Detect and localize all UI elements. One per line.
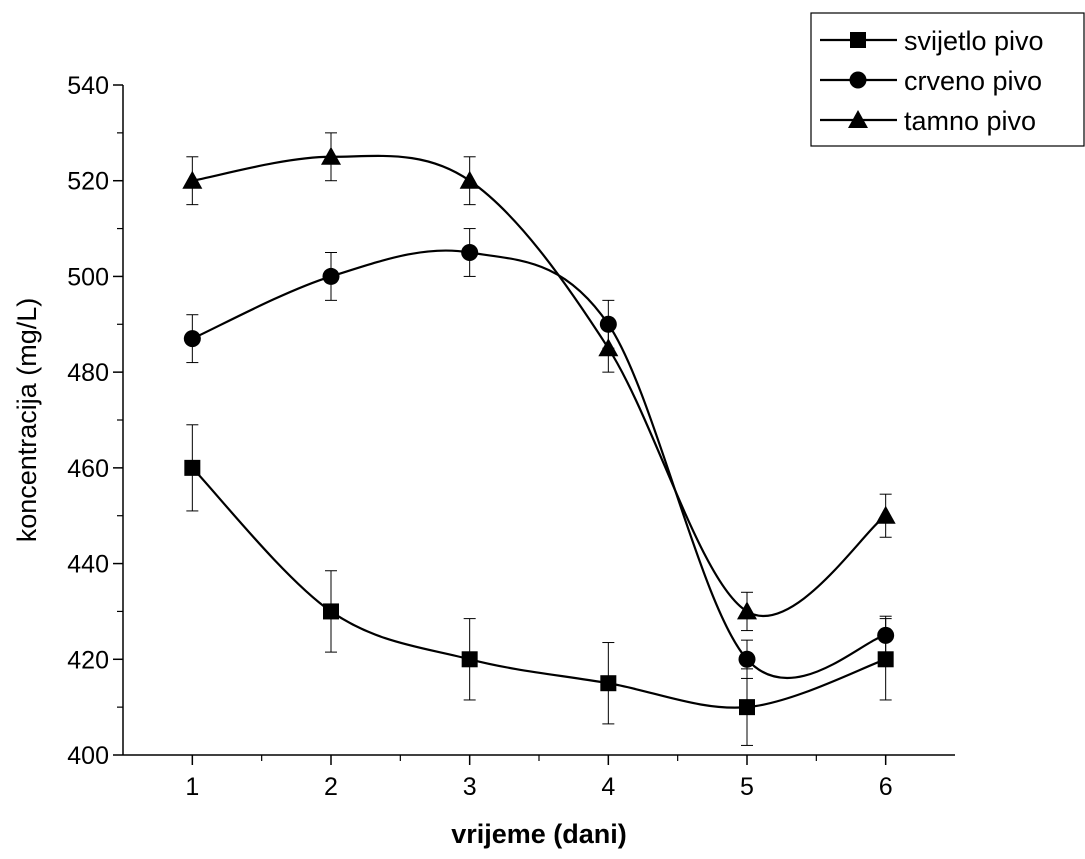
legend-marker xyxy=(850,32,866,48)
x-tick-label: 2 xyxy=(324,773,338,801)
data-point xyxy=(877,626,895,644)
data-point xyxy=(323,603,339,620)
series-line xyxy=(191,467,887,709)
series-layer xyxy=(182,132,896,746)
data-point xyxy=(598,338,619,357)
series-1 xyxy=(183,228,895,680)
x-tick-label: 1 xyxy=(185,773,199,801)
x-axis-title: vrijeme (dani) xyxy=(451,819,627,849)
y-tick-label: 480 xyxy=(67,359,109,387)
y-axis-title: koncentracija (mg/L) xyxy=(12,298,42,543)
y-tick-label: 460 xyxy=(67,455,109,483)
data-point xyxy=(182,170,203,189)
x-tick-label: 5 xyxy=(740,773,754,801)
x-tick-label: 4 xyxy=(601,773,615,801)
data-point xyxy=(875,505,896,524)
x-tick-label: 6 xyxy=(879,773,893,801)
y-tick-label: 500 xyxy=(67,263,109,291)
legend-label: crveno pivo xyxy=(904,66,1042,96)
series-0 xyxy=(184,424,894,746)
y-ticks: 400 420 440 460 480 500 520 540 xyxy=(67,72,123,770)
data-point xyxy=(184,459,201,476)
x-tick-label: 3 xyxy=(463,773,477,801)
y-tick-label: 440 xyxy=(67,551,109,579)
y-tick-label: 520 xyxy=(67,168,109,196)
data-point xyxy=(461,651,478,668)
y-tick-label: 420 xyxy=(67,646,109,674)
data-point xyxy=(739,699,755,716)
data-point xyxy=(322,267,340,285)
data-point xyxy=(738,650,756,668)
legend-label: tamno pivo xyxy=(904,106,1036,136)
series-2 xyxy=(182,132,896,632)
legend: svijetlo pivo crveno pivo tamno pivo xyxy=(810,12,1085,147)
series-line xyxy=(191,249,886,680)
x-ticks: 1 2 3 4 5 6 xyxy=(185,755,893,801)
y-tick-label: 540 xyxy=(67,72,109,100)
data-point xyxy=(183,330,201,348)
data-point xyxy=(600,675,617,692)
data-point xyxy=(461,244,479,261)
data-point xyxy=(877,651,894,668)
data-point xyxy=(459,170,480,189)
legend-label: svijetlo pivo xyxy=(904,26,1044,56)
data-point xyxy=(321,146,341,165)
axes xyxy=(122,85,955,756)
legend-marker xyxy=(849,71,867,89)
data-point xyxy=(737,601,757,620)
y-tick-label: 400 xyxy=(67,742,109,770)
legend-marker xyxy=(848,110,868,128)
series-line xyxy=(192,154,887,618)
